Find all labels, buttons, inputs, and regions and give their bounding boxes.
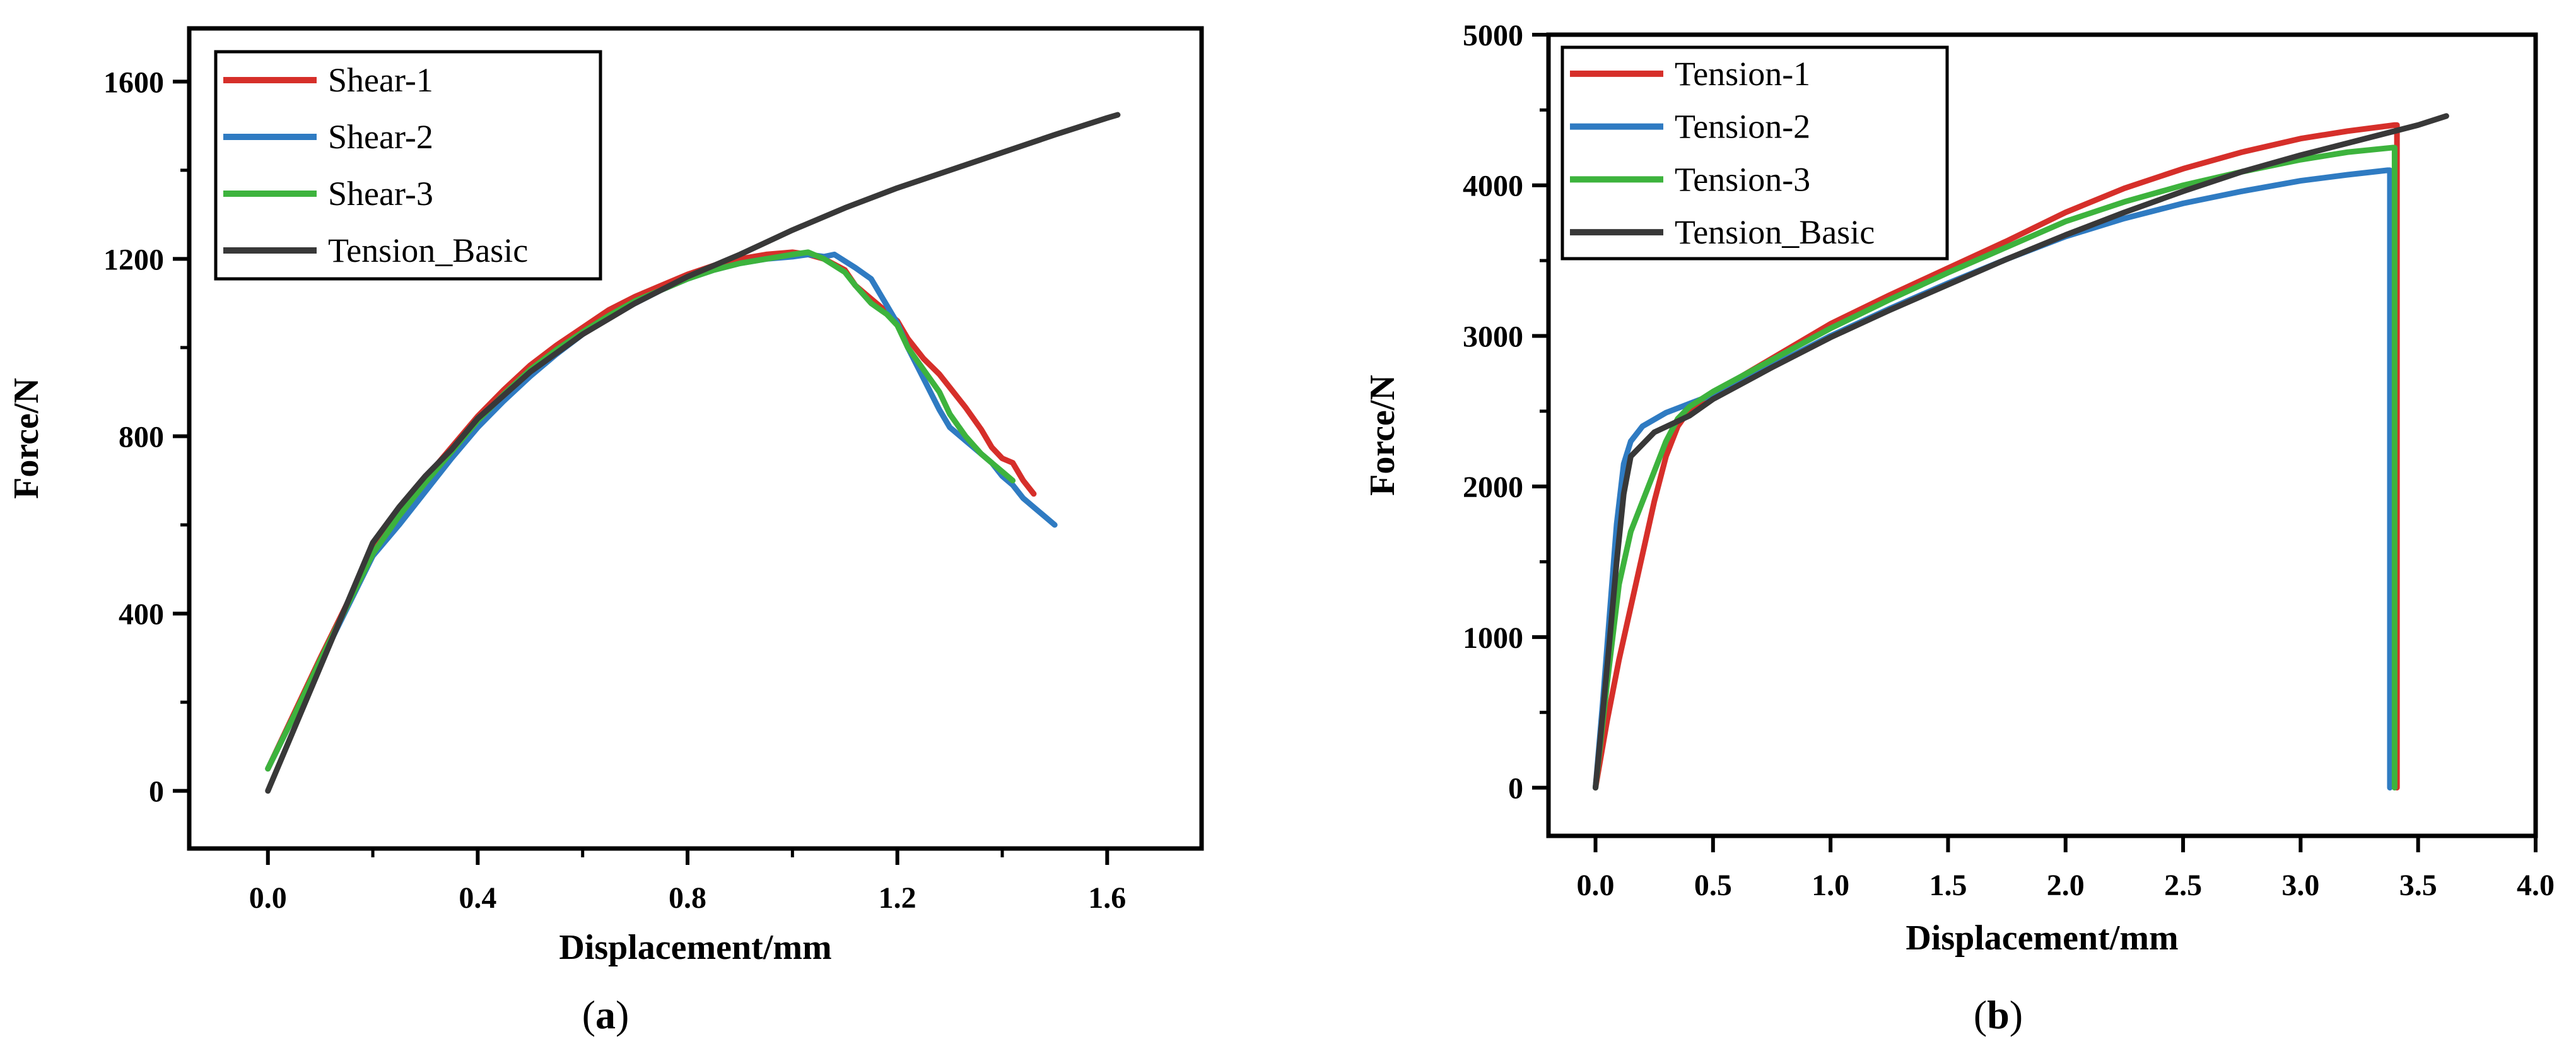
y-tick-label: 800 — [119, 420, 164, 454]
series-line-shear-3 — [265, 249, 1016, 772]
chart-panel-b: 0.0 0.5 1.0 1.5 2.0 2.5 3.0 3.5 4.0 0 1000 2000 3000… — [1363, 19, 2555, 1037]
x-tick-label: 1.2 — [879, 881, 916, 915]
plot-area — [265, 112, 1121, 794]
x-tick-label: 2.5 — [2164, 869, 2202, 902]
legend-label: Tension-3 — [1675, 160, 1810, 198]
y-tick-label: 5000 — [1463, 19, 1523, 52]
panel-caption: (b) — [1974, 992, 2023, 1037]
plot-frame — [1546, 32, 2538, 838]
legend: Tension-1 Tension-2 Tension-3 Tension_Basic — [1560, 45, 1949, 261]
x-tick-label: 4.0 — [2517, 869, 2555, 902]
chart-panel-a: 0.0 0.4 0.8 1.2 1.6 0 400 800 1200 1600 Displaceme… — [7, 26, 1204, 1037]
x-tick-label: 3.0 — [2281, 869, 2319, 902]
plot-frame — [187, 26, 1204, 851]
legend-box — [1560, 45, 1949, 261]
y-tick-label: 0 — [149, 775, 164, 809]
y-tick-label: 4000 — [1463, 170, 1523, 203]
series-line-shear-1 — [265, 249, 1037, 772]
x-tick-label: 1.6 — [1088, 881, 1126, 915]
y-axis-title: Force/N — [1363, 375, 1402, 496]
legend-label: Tension_Basic — [1675, 213, 1875, 251]
plot-area — [1593, 113, 2449, 791]
series-line-shear-2 — [265, 251, 1058, 772]
x-tick-label: 0.8 — [669, 881, 706, 915]
series-line-tension-basic — [1593, 113, 2449, 791]
x-tick-label: 1.5 — [1929, 869, 1967, 902]
y-axis-title: Force/N — [7, 378, 46, 499]
legend-label: Tension-2 — [1675, 108, 1810, 146]
x-tick-label: 0.0 — [1577, 869, 1615, 902]
y-tick-label: 3000 — [1463, 320, 1523, 353]
legend-label: Tension-1 — [1675, 55, 1810, 93]
legend-label: Shear-3 — [328, 175, 433, 213]
legend-label: Shear-1 — [328, 61, 433, 99]
y-tick-label: 1200 — [103, 243, 164, 276]
y-tick-label: 1600 — [103, 66, 164, 99]
y-tick-label: 1000 — [1463, 621, 1523, 655]
legend: Shear-1 Shear-2 Shear-3 Tension_Basic — [214, 50, 602, 281]
x-tick-label: 0.4 — [459, 881, 496, 915]
y-tick-label: 2000 — [1463, 471, 1523, 504]
x-axis-title: Displacement/mm — [1906, 919, 2178, 958]
legend-box — [214, 50, 602, 281]
panel-caption-letter: a — [595, 992, 616, 1037]
legend-label: Tension_Basic — [328, 232, 528, 269]
panel-caption-letter: b — [1987, 992, 2010, 1037]
series-line-tension-3 — [1593, 144, 2397, 791]
series-line-tension-basic — [265, 112, 1121, 794]
x-tick-label: 2.0 — [2047, 869, 2085, 902]
series-line-tension-1 — [1593, 122, 2400, 791]
legend-label: Shear-2 — [328, 118, 433, 156]
x-axis-title: Displacement/mm — [559, 928, 831, 967]
x-tick-label: 1.0 — [1812, 869, 1849, 902]
x-tick-label: 0.0 — [249, 881, 287, 915]
y-tick-label: 400 — [119, 598, 164, 631]
x-tick-label: 0.5 — [1694, 869, 1732, 902]
x-tick-label: 3.5 — [2399, 869, 2437, 902]
panel-caption: (a) — [582, 992, 629, 1037]
y-tick-label: 0 — [1508, 772, 1523, 806]
